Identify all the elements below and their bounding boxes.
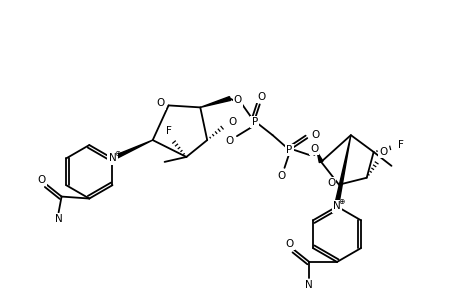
Text: O: O [310,130,319,140]
Text: N: N [332,202,340,212]
Text: O: O [233,95,241,106]
Text: O: O [38,175,46,185]
Text: O: O [285,239,293,249]
Text: P: P [251,117,257,127]
Polygon shape [317,152,322,163]
Text: O: O [228,117,236,127]
Text: N: N [55,214,62,224]
Text: F: F [397,140,403,150]
Polygon shape [200,97,230,107]
Polygon shape [112,140,152,160]
Text: O: O [326,178,335,188]
Polygon shape [334,135,350,204]
Text: O: O [277,171,285,181]
Text: ⊕: ⊕ [114,149,120,158]
Text: O: O [156,98,164,108]
Text: O: O [379,147,387,157]
Text: N: N [108,153,116,164]
Text: O: O [257,92,265,101]
Text: O: O [309,144,318,154]
Text: ⊕: ⊕ [338,197,344,206]
Text: P: P [285,145,292,155]
Text: F: F [165,126,171,136]
Text: N: N [305,280,313,290]
Text: O: O [224,136,233,146]
